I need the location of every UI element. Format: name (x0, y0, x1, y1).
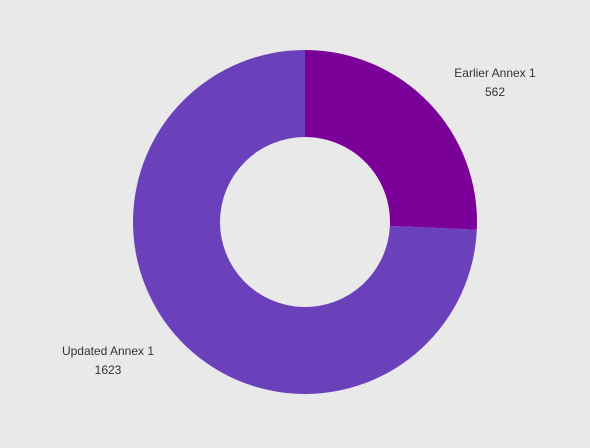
donut-slice (133, 50, 477, 394)
donut-slice (305, 50, 477, 230)
slice-value: 562 (485, 85, 505, 99)
slice-label: Earlier Annex 1 (454, 66, 536, 80)
slice-value: 1623 (95, 363, 122, 377)
slice-label: Updated Annex 1 (62, 344, 154, 358)
